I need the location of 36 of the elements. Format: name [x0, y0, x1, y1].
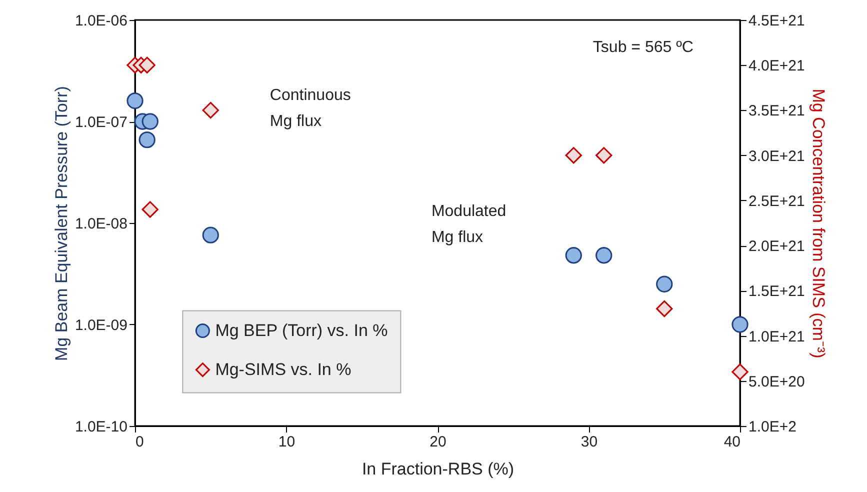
y2-tick-label: 2.5E+21	[748, 192, 805, 210]
x-tick-label: 30	[580, 434, 598, 450]
point	[138, 132, 156, 148]
y2-tick-label: 1.5E+21	[748, 283, 805, 300]
x-tick-label: 10	[278, 434, 296, 450]
y2-tick-label: 1.0E+2	[748, 418, 796, 436]
y2-tick-label: 4.0E+21	[748, 58, 805, 75]
point	[142, 113, 158, 130]
y2-tick-label: 3.0E+21	[748, 148, 805, 165]
y-tick-label: 1.0E-09	[74, 317, 128, 334]
x-tick-label: 20	[430, 434, 446, 450]
y-axis-title: Mg Beam Equivalent Pressure (Torr)	[52, 86, 71, 361]
point	[732, 316, 748, 333]
y2-tick-label: 2.0E+21	[748, 238, 805, 256]
point	[126, 92, 144, 110]
point	[656, 276, 673, 292]
y2-tick-label: 1.0E+21	[748, 328, 805, 346]
annotation: Continuous Mg flux	[270, 87, 351, 130]
point	[565, 247, 582, 264]
legend-label: Mg-SIMS vs. In %	[215, 360, 352, 379]
y-tick-label: 1.0E-06	[74, 12, 128, 30]
y-tick-label: 1.0E-07	[74, 114, 128, 131]
annotation: Tsub = 565 ºC	[592, 38, 694, 56]
annotation: Modulated Mg flux	[431, 202, 506, 246]
y-tick-label: 1.0E-10	[74, 418, 128, 436]
x-axis-title: In Fraction-RBS (%)	[362, 460, 514, 478]
x-tick-label: 40	[724, 434, 740, 450]
y2-axis-title: Mg Concentration from SIMS (cm⁻³)	[808, 88, 828, 358]
y2-tick-label: 4.5E+21	[748, 12, 805, 30]
point	[202, 226, 219, 244]
point	[596, 247, 612, 264]
y2-tick-label: 3.5E+21	[748, 102, 805, 120]
y2-tick-label: 5.0E+20	[748, 373, 805, 390]
y-tick-label: 1.0E-08	[74, 216, 128, 232]
legend-label: Mg BEP (Torr) vs. In %	[215, 320, 388, 340]
x-tick-label: 0	[136, 434, 144, 450]
